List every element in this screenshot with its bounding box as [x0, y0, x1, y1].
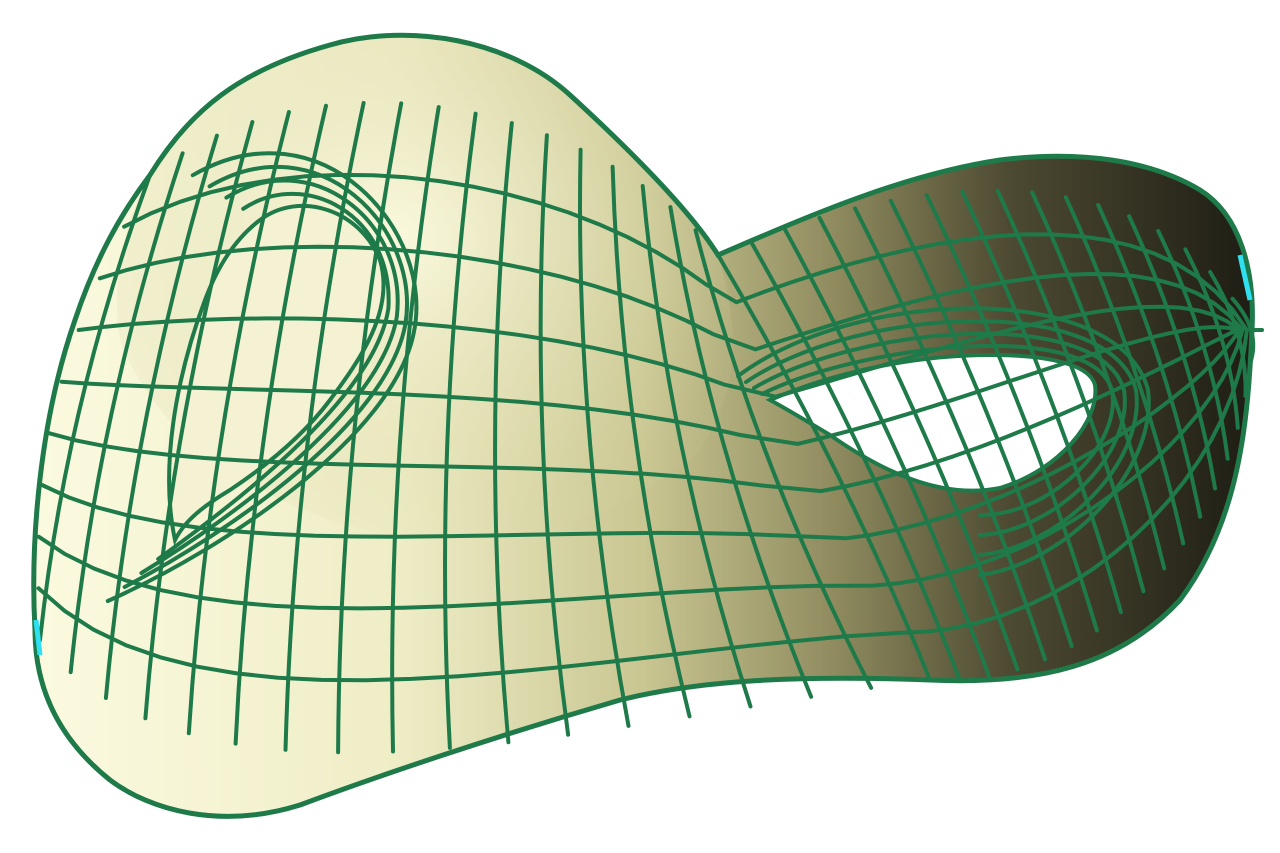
- mesh-rib: [995, 188, 1146, 594]
- edge-highlight-right: [1237, 254, 1253, 301]
- mesh-band: [47, 328, 1240, 494]
- mesh-rib: [186, 110, 291, 736]
- mesh-rib: [336, 101, 404, 755]
- mesh-rib: [390, 105, 441, 754]
- mesh-rib: [716, 253, 932, 682]
- mesh-mouth-ring: [139, 178, 400, 575]
- mesh-rib: [38, 173, 152, 642]
- mesh-band: [40, 328, 1241, 541]
- mesh-rib: [538, 133, 571, 737]
- mesh-handle-ring: [760, 343, 1115, 518]
- mesh-handle-ring: [744, 319, 1139, 557]
- mesh-rib: [283, 101, 366, 752]
- mesh-rib: [103, 133, 219, 700]
- mesh-rib: [610, 164, 692, 719]
- mesh-rib: [693, 228, 874, 690]
- mesh-band: [59, 325, 1240, 446]
- mesh-rib: [960, 189, 1123, 614]
- mesh-rib: [578, 147, 631, 728]
- mesh-rib: [143, 120, 255, 721]
- mesh-rib: [817, 215, 1020, 672]
- mesh-band: [76, 304, 1241, 399]
- mesh-rib: [668, 205, 814, 699]
- mesh-mouth-ring: [122, 164, 409, 589]
- mesh-rib: [68, 151, 185, 675]
- edge-highlight-left: [33, 619, 43, 656]
- mesh-handle-ring: [736, 306, 1151, 577]
- mesh-rib: [1096, 203, 1203, 519]
- mesh-band: [36, 328, 1245, 611]
- mesh-rib: [853, 206, 1047, 662]
- bottle-outline: [31, 32, 1255, 819]
- mesh-rib: [493, 121, 514, 745]
- mesh-band: [97, 244, 1245, 352]
- mesh-handle-ring: [752, 331, 1127, 537]
- mesh-rib: [782, 226, 991, 679]
- mesh-rib: [924, 193, 1099, 633]
- mesh-mouth-ring: [156, 191, 391, 561]
- wireframe-mesh: [36, 101, 1264, 755]
- mesh-band: [36, 328, 1249, 683]
- mesh-rib: [443, 111, 478, 750]
- mesh-rib: [888, 198, 1074, 649]
- mesh-rib: [748, 239, 962, 682]
- mesh-rib: [640, 184, 753, 709]
- mesh-band: [122, 172, 1249, 332]
- mesh-mouth-ring: [105, 151, 419, 603]
